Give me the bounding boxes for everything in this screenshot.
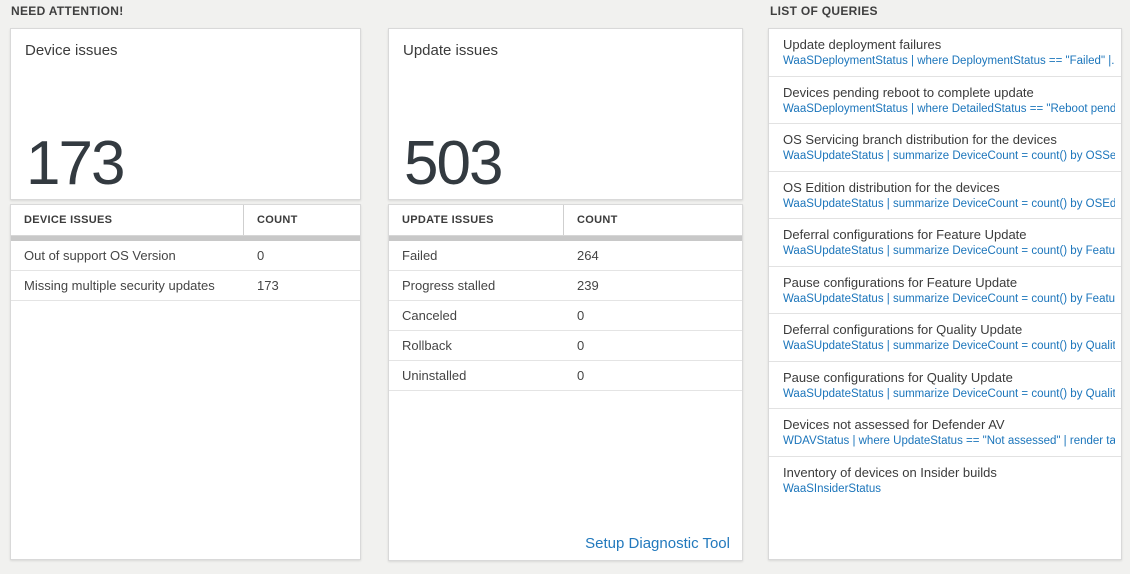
- query-text[interactable]: WaaSDeploymentStatus | where DetailedSta…: [783, 102, 1115, 115]
- query-title: Devices not assessed for Defender AV: [783, 417, 1005, 432]
- query-title: Inventory of devices on Insider builds: [783, 464, 997, 480]
- query-title: Update deployment failures: [783, 37, 942, 52]
- query-item[interactable]: Inventory of devices on Insider builds W…: [769, 457, 1121, 505]
- update-table-col-count: COUNT: [577, 214, 618, 226]
- row-count: 0: [257, 248, 265, 263]
- table-row[interactable]: Uninstalled 0: [389, 361, 742, 391]
- horizontal-scrollbar[interactable]: [11, 236, 360, 241]
- list-of-queries-header: LIST OF QUERIES: [770, 4, 878, 18]
- update-issues-count: 503: [404, 129, 503, 198]
- query-item[interactable]: Devices not assessed for Defender AV WDA…: [769, 409, 1121, 457]
- query-title: Deferral configurations for Quality Upda…: [783, 322, 1023, 337]
- query-item[interactable]: OS Edition distribution for the devices …: [769, 172, 1121, 219]
- device-table-col-count: COUNT: [257, 214, 298, 226]
- query-title: OS Edition distribution for the devices: [783, 179, 1000, 195]
- device-table-col-issues: DEVICE ISSUES: [11, 205, 244, 235]
- query-item[interactable]: Deferral configurations for Feature Upda…: [769, 219, 1121, 267]
- update-issues-title: Update issues: [403, 42, 499, 59]
- query-text[interactable]: WaaSUpdateStatus | summarize DeviceCount…: [783, 245, 1115, 257]
- row-count: 0: [577, 308, 585, 323]
- query-text[interactable]: WaaSUpdateStatus | summarize DeviceCount…: [783, 387, 1115, 400]
- query-text[interactable]: WaaSDeploymentStatus | where DeploymentS…: [783, 55, 1115, 67]
- query-title: OS Servicing branch distribution for the…: [783, 132, 1057, 147]
- row-label: Rollback: [402, 338, 452, 353]
- table-row[interactable]: Rollback 0: [389, 331, 742, 361]
- setup-diagnostic-tool-link[interactable]: Setup Diagnostic Tool: [585, 535, 730, 552]
- query-title: Pause configurations for Feature Update: [783, 274, 1018, 290]
- query-item[interactable]: Pause configurations for Quality Update …: [769, 362, 1121, 409]
- query-text[interactable]: WaaSUpdateStatus | summarize DeviceCount…: [783, 197, 1115, 210]
- query-text[interactable]: WaaSUpdateStatus | summarize DeviceCount…: [783, 150, 1115, 162]
- table-row[interactable]: Out of support OS Version 0: [11, 241, 360, 271]
- need-attention-header: NEED ATTENTION!: [11, 4, 124, 18]
- query-item[interactable]: Deferral configurations for Quality Upda…: [769, 314, 1121, 362]
- device-issues-title: Device issues: [25, 42, 118, 59]
- update-issues-card[interactable]: Update issues 503: [388, 28, 743, 200]
- update-table-header: UPDATE ISSUES COUNT: [389, 205, 742, 236]
- query-item[interactable]: OS Servicing branch distribution for the…: [769, 124, 1121, 172]
- horizontal-scrollbar[interactable]: [389, 236, 742, 241]
- device-issues-count: 173: [26, 129, 125, 198]
- query-item[interactable]: Update deployment failures WaaSDeploymen…: [769, 29, 1121, 77]
- row-count: 239: [577, 278, 599, 293]
- query-text[interactable]: WaaSUpdateStatus | summarize DeviceCount…: [783, 292, 1115, 305]
- table-row[interactable]: Failed 264: [389, 241, 742, 271]
- row-count: 264: [577, 248, 599, 263]
- row-count: 0: [577, 338, 585, 353]
- query-item[interactable]: Pause configurations for Feature Update …: [769, 267, 1121, 314]
- table-row[interactable]: Progress stalled 239: [389, 271, 742, 301]
- row-label: Canceled: [402, 308, 457, 323]
- list-of-queries-panel: Update deployment failures WaaSDeploymen…: [768, 28, 1122, 560]
- row-label: Failed: [402, 248, 438, 263]
- row-count: 173: [257, 278, 279, 293]
- update-table-col-issues: UPDATE ISSUES: [389, 205, 564, 235]
- query-text[interactable]: WaaSInsiderStatus: [783, 482, 882, 495]
- query-title: Devices pending reboot to complete updat…: [783, 84, 1034, 100]
- row-label: Uninstalled: [402, 368, 467, 383]
- query-item[interactable]: Devices pending reboot to complete updat…: [769, 77, 1121, 124]
- query-title: Pause configurations for Quality Update: [783, 369, 1013, 385]
- query-text[interactable]: WDAVStatus | where UpdateStatus == "Not …: [783, 435, 1115, 447]
- query-title: Deferral configurations for Feature Upda…: [783, 227, 1027, 242]
- device-issues-table: DEVICE ISSUES COUNT Out of support OS Ve…: [10, 204, 361, 560]
- row-label: Missing multiple security updates: [24, 278, 215, 293]
- device-issues-card[interactable]: Device issues 173: [10, 28, 361, 200]
- table-row[interactable]: Canceled 0: [389, 301, 742, 331]
- device-table-header: DEVICE ISSUES COUNT: [11, 205, 360, 236]
- query-text[interactable]: WaaSUpdateStatus | summarize DeviceCount…: [783, 340, 1115, 352]
- update-issues-table: UPDATE ISSUES COUNT Failed 264 Progress …: [388, 204, 743, 561]
- row-count: 0: [577, 368, 585, 383]
- table-row[interactable]: Missing multiple security updates 173: [11, 271, 360, 301]
- row-label: Out of support OS Version: [24, 248, 176, 263]
- row-label: Progress stalled: [402, 278, 496, 293]
